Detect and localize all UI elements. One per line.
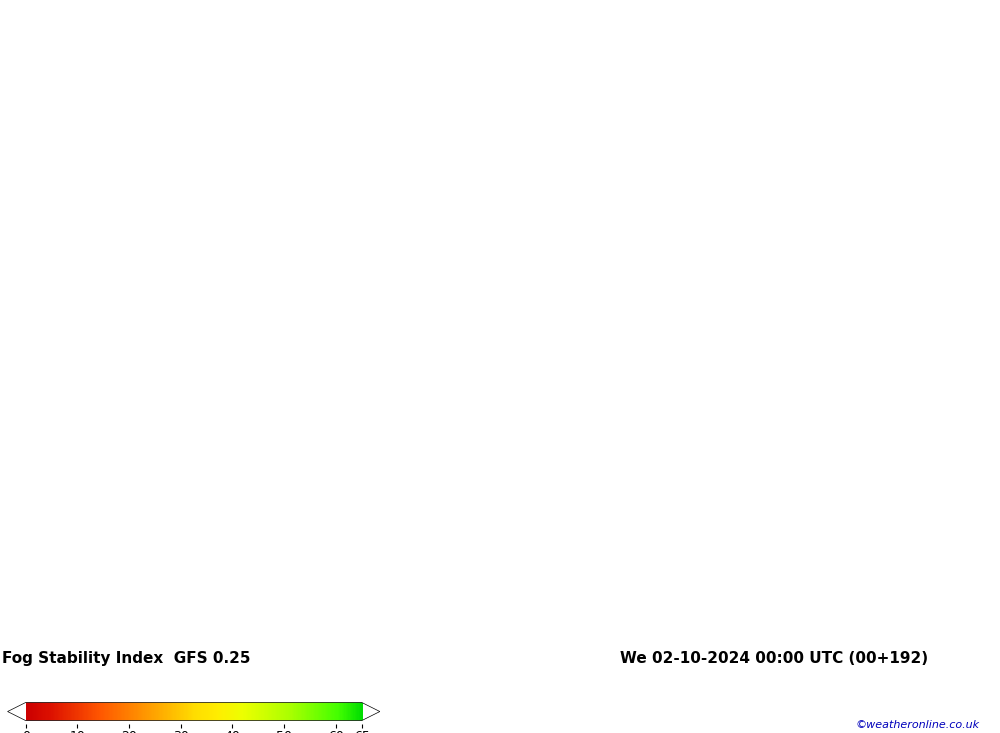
Text: ©weatheronline.co.uk: ©weatheronline.co.uk [856,720,980,730]
Text: Fog Stability Index  GFS 0.25: Fog Stability Index GFS 0.25 [2,651,250,666]
Text: We 02-10-2024 00:00 UTC (00+192): We 02-10-2024 00:00 UTC (00+192) [620,651,928,666]
